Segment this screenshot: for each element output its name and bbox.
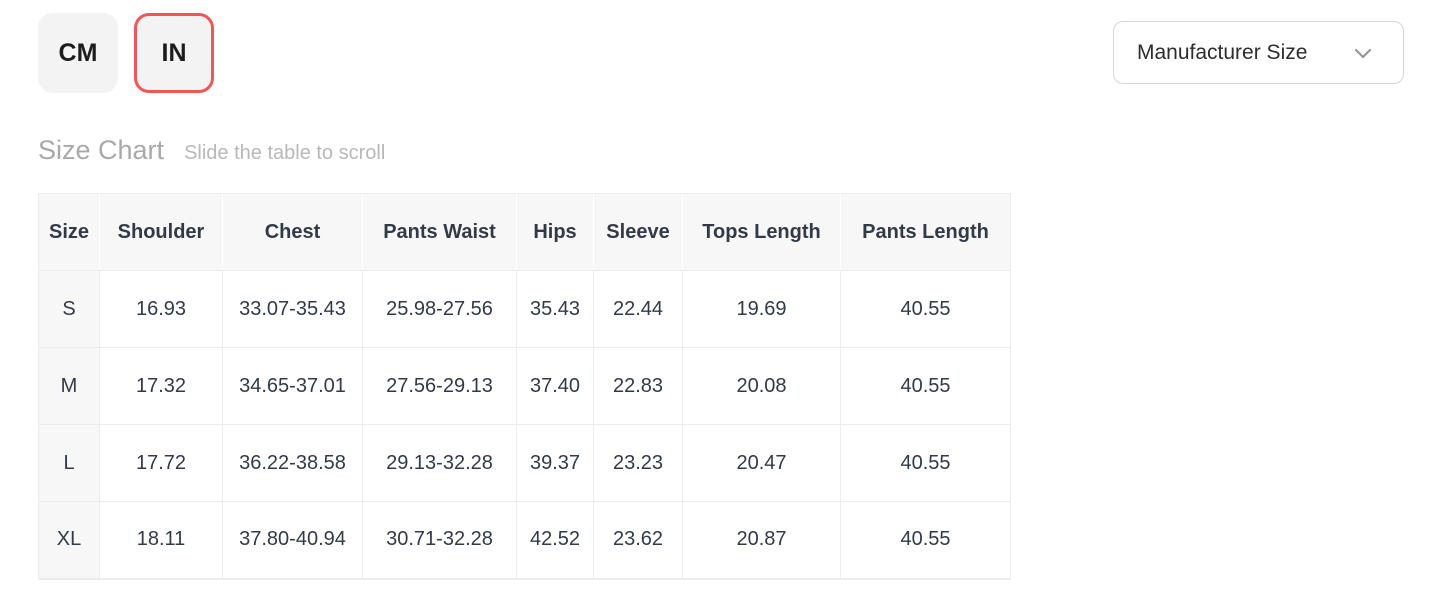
column-header: Size [38,193,100,271]
column-header: Pants Length [840,193,1011,271]
header-row: Size Shoulder Chest Pants Waist Hips Sleeve To… [38,193,1011,271]
unit-toggle: CM IN [38,13,214,93]
table-cell: 19.69 [682,270,841,348]
table-cell: 40.55 [840,501,1011,579]
size-table-head: Size Shoulder Chest Pants Waist Hips Sleeve To… [38,193,1011,271]
table-cell: 42.52 [516,501,594,579]
column-header: Pants Waist [362,193,517,271]
table-cell: 22.44 [593,270,683,348]
table-cell: 40.55 [840,270,1011,348]
manufacturer-size-select[interactable]: Manufacturer Size [1113,21,1404,84]
table-cell: 17.72 [99,424,223,502]
table-cell: 22.83 [593,347,683,425]
table-cell: 36.22-38.58 [222,424,363,502]
column-header: Hips [516,193,594,271]
size-table-body: S 16.93 33.07-35.43 25.98-27.56 35.43 22.44 19… [38,270,1011,579]
table-cell: 40.55 [840,424,1011,502]
table-cell: 33.07-35.43 [222,270,363,348]
table-cell: 30.71-32.28 [362,501,517,579]
row-label: S [38,270,100,348]
size-table: Size Shoulder Chest Pants Waist Hips Sleeve To… [38,193,1011,580]
table-cell: 20.47 [682,424,841,502]
row-label: XL [38,501,100,579]
column-header: Sleeve [593,193,683,271]
table-cell: 34.65-37.01 [222,347,363,425]
table-row: XL 18.11 37.80-40.94 30.71-32.28 42.52 23.62 2… [38,501,1011,579]
scroll-hint: Slide the table to scroll [184,142,386,164]
row-label: L [38,424,100,502]
table-cell: 27.56-29.13 [362,347,517,425]
table-cell: 16.93 [99,270,223,348]
table-cell: 23.62 [593,501,683,579]
column-header: Tops Length [682,193,841,271]
table-cell: 40.55 [840,347,1011,425]
column-header: Chest [222,193,363,271]
table-cell: 17.32 [99,347,223,425]
table-cell: 23.23 [593,424,683,502]
column-header: Shoulder [99,193,223,271]
table-cell: 39.37 [516,424,594,502]
in-unit-button[interactable]: IN [134,13,214,93]
chevron-down-icon [1351,41,1375,65]
table-cell: 35.43 [516,270,594,348]
table-cell: 25.98-27.56 [362,270,517,348]
table-cell: 37.80-40.94 [222,501,363,579]
table-cell: 29.13-32.28 [362,424,517,502]
table-cell: 18.11 [99,501,223,579]
table-row: L 17.72 36.22-38.58 29.13-32.28 39.37 23.23 20… [38,424,1011,502]
manufacturer-size-label: Manufacturer Size [1137,40,1308,64]
cm-unit-button[interactable]: CM [38,13,118,93]
table-row: S 16.93 33.07-35.43 25.98-27.56 35.43 22.44 19… [38,270,1011,348]
table-cell: 20.87 [682,501,841,579]
table-cell: 37.40 [516,347,594,425]
table-cell: 20.08 [682,347,841,425]
row-label: M [38,347,100,425]
size-chart-title: Size Chart [38,135,165,165]
size-table-scroll-area[interactable]: Size Shoulder Chest Pants Waist Hips Sleeve To… [38,193,1011,580]
table-row: M 17.32 34.65-37.01 27.56-29.13 37.40 22.83 20… [38,347,1011,425]
size-chart-heading: Size Chart Slide the table to scroll [38,135,385,166]
